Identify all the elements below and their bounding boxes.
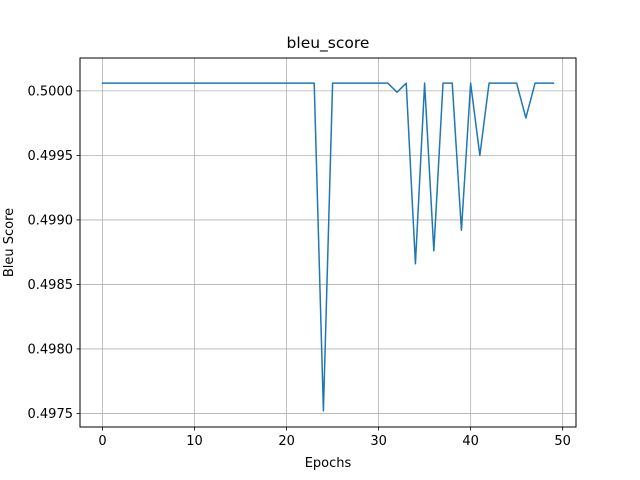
series-layer (101, 82, 555, 412)
y-tick-label: 0.4980 (28, 342, 74, 357)
grid-lines (80, 58, 576, 427)
plot-area-frame (79, 57, 577, 428)
x-tick-label: 30 (370, 434, 387, 449)
x-tick-label: 0 (98, 434, 106, 449)
x-axis-label: Epochs (305, 456, 352, 471)
y-tick-label: 0.4995 (28, 149, 74, 164)
chart-title: bleu_score (287, 34, 370, 53)
y-tick-label: 0.4975 (28, 407, 74, 422)
y-axis-label: Bleu Score (2, 208, 17, 277)
y-tick-label: 0.5000 (28, 84, 74, 99)
x-tick-label: 20 (278, 434, 295, 449)
y-tick-label: 0.4985 (28, 278, 74, 293)
bleu-score-series-line (101, 82, 555, 412)
axis-ticks: 0 10 20 30 40 50 0.4975 0.4980 0.4985 0.4990 0.499… (28, 84, 571, 449)
x-tick-label: 40 (462, 434, 479, 449)
x-tick-label: 50 (554, 434, 571, 449)
y-tick-label: 0.4990 (28, 213, 74, 228)
x-tick-label: 10 (186, 434, 203, 449)
